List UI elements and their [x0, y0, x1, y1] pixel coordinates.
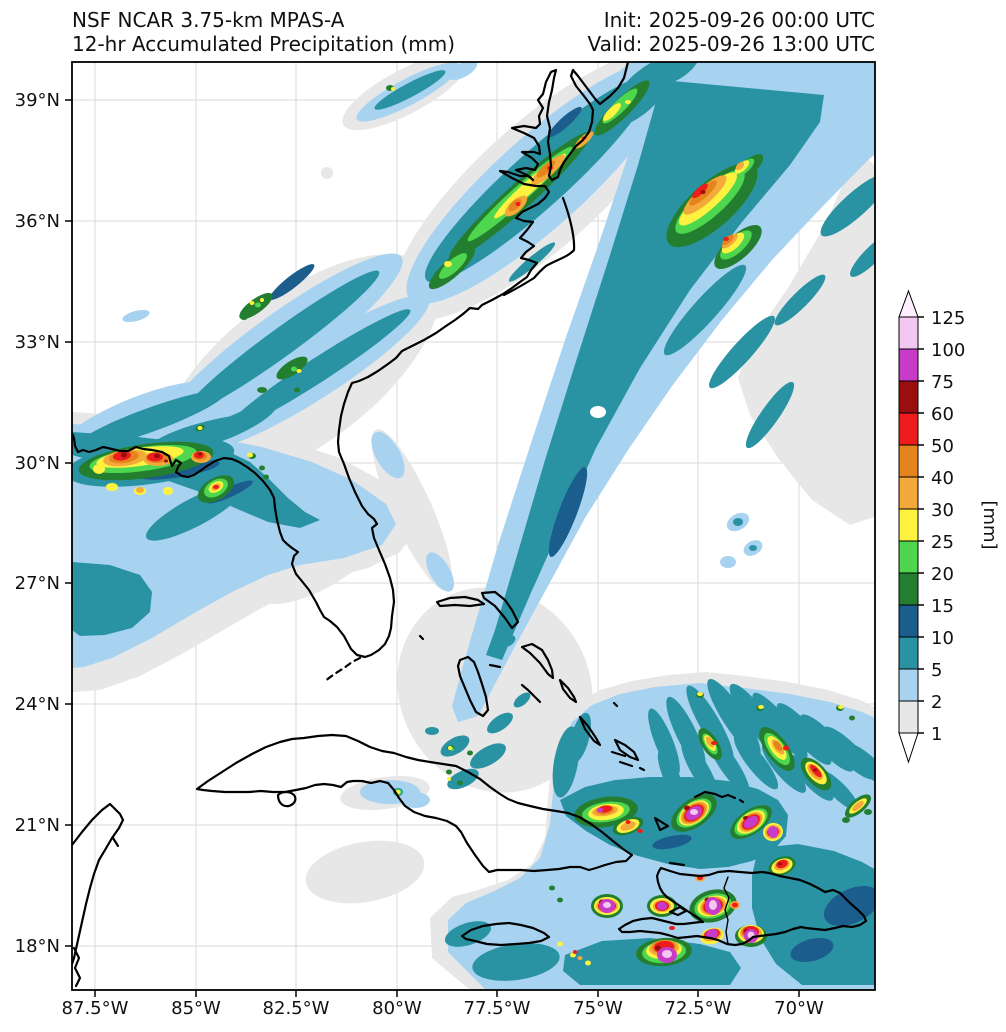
colorbar-tick-label: 30 — [931, 500, 954, 521]
y-tick-label: 27°N — [15, 573, 60, 594]
colorbar-tick-label: 40 — [931, 468, 954, 489]
y-tick-label: 36°N — [15, 211, 60, 232]
axis-ticks — [65, 99, 800, 997]
precip-layer-60mm — [121, 190, 817, 951]
x-tick-label: 70°W — [774, 998, 824, 1019]
coastlines — [72, 62, 868, 988]
colorbar-tick-label: 25 — [931, 532, 954, 553]
x-tick-label: 87.5°W — [62, 998, 129, 1019]
init-time-label: Init: 2025-09-26 00:00 UTC — [604, 8, 875, 32]
colorbar-tick-label: 50 — [931, 436, 954, 457]
x-tick-label: 82.5°W — [263, 998, 330, 1019]
colorbar-unit-label: [mm] — [979, 500, 1000, 549]
y-tick-label: 33°N — [15, 332, 60, 353]
colorbar-tick-label: 100 — [931, 340, 965, 361]
colorbar-tick-label: 60 — [931, 404, 954, 425]
colorbar-tick-label: 125 — [931, 308, 965, 329]
y-tick-label: 24°N — [15, 694, 60, 715]
model-title: NSF NCAR 3.75-km MPAS-A — [72, 8, 345, 32]
dry-hole — [590, 406, 606, 418]
colorbar-segments — [898, 316, 919, 734]
colorbar-ticks — [918, 316, 924, 734]
colorbar-tick-label: 5 — [931, 660, 942, 681]
y-tick-label: 30°N — [15, 453, 60, 474]
precip-layer-100mm — [603, 809, 755, 958]
x-tick-label: 75°W — [573, 998, 623, 1019]
valid-time-label: Valid: 2025-09-26 13:00 UTC — [587, 32, 875, 56]
x-tick-label: 85°W — [171, 998, 221, 1019]
colorbar: 125 100 75 60 50 40 30 25 20 15 10 5 2 1… — [898, 289, 1000, 764]
colorbar-tick-label: 75 — [931, 372, 954, 393]
y-tick-label: 18°N — [15, 936, 60, 957]
y-tick-label: 21°N — [15, 815, 60, 836]
x-tick-label: 72.5°W — [665, 998, 732, 1019]
colorbar-tick-label: 10 — [931, 628, 954, 649]
field-title: 12-hr Accumulated Precipitation (mm) — [72, 32, 455, 56]
colorbar-tick-label: 20 — [931, 564, 954, 585]
colorbar-under-arrow — [898, 732, 919, 764]
precip-layer-75mm — [597, 805, 779, 963]
x-tick-label: 77.5°W — [464, 998, 531, 1019]
colorbar-over-arrow — [898, 289, 919, 318]
y-tick-label: 39°N — [15, 90, 60, 111]
colorbar-labels: 125 100 75 60 50 40 30 25 20 15 10 5 2 1 — [931, 308, 965, 745]
colorbar-tick-label: 2 — [931, 692, 942, 713]
x-tick-label: 80°W — [372, 998, 422, 1019]
y-axis-labels: 39°N 36°N 33°N 30°N 27°N 24°N 21°N 18°N — [15, 90, 60, 957]
plot-border — [71, 61, 876, 991]
precipitation-field — [72, 62, 875, 990]
x-axis-labels: 87.5°W 85°W 82.5°W 80°W 77.5°W 75°W 72.5… — [62, 998, 824, 1019]
colorbar-tick-label: 1 — [931, 724, 942, 745]
colorbar-tick-label: 15 — [931, 596, 954, 617]
